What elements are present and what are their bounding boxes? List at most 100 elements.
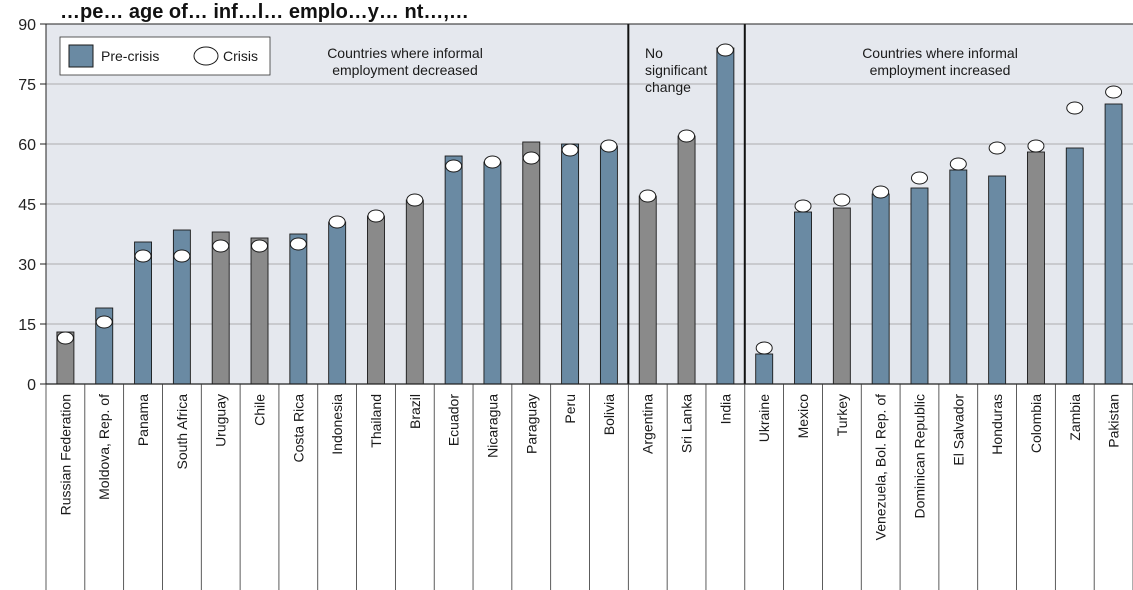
bar-pre-crisis <box>755 353 774 385</box>
marker-crisis <box>95 315 113 329</box>
group-label: Countries where informal employment decre… <box>327 45 483 78</box>
marker-crisis <box>289 237 307 251</box>
bar-pre-crisis <box>328 221 347 385</box>
bar-pre-crisis <box>367 215 385 385</box>
group-label: Countries where informal employment incre… <box>862 45 1018 78</box>
x-tick-label: Mexico <box>795 394 811 439</box>
marker-crisis <box>522 151 540 165</box>
marker-crisis <box>212 239 230 253</box>
x-tick-label: Nicaragua <box>484 394 500 458</box>
marker-crisis <box>328 215 346 229</box>
x-tick-label: Paraguay <box>523 394 539 454</box>
legend-swatch-pre-crisis <box>68 44 94 68</box>
marker-crisis <box>988 141 1006 155</box>
group-label-line: change <box>645 79 691 95</box>
marker-crisis <box>910 171 928 185</box>
x-tick-label: Moldova, Rep. of <box>96 394 112 500</box>
bar-pre-crisis <box>134 241 153 385</box>
x-tick-label: Zambia <box>1067 394 1083 441</box>
bar-pre-crisis <box>794 211 812 385</box>
y-tick-label: 30 <box>18 257 36 274</box>
bar-pre-crisis <box>405 199 424 385</box>
marker-crisis <box>1066 101 1084 115</box>
y-tick-label: 15 <box>18 317 36 334</box>
crisis-markers <box>56 43 1123 355</box>
legend: Pre-crisis Crisis <box>59 36 271 76</box>
legend-box <box>59 36 271 76</box>
group-label-line: Countries where informal <box>327 45 483 61</box>
marker-crisis <box>406 193 424 207</box>
marker-crisis <box>1027 139 1045 153</box>
x-tick-label: Brazil <box>407 394 423 429</box>
marker-crisis <box>445 159 463 173</box>
group-label-line: significant <box>645 62 707 78</box>
x-tick-label: Thailand <box>368 394 384 448</box>
bar-pre-crisis <box>1065 147 1084 385</box>
legend-label-pre-crisis: Pre-crisis <box>101 48 159 64</box>
x-tick-label: Ecuador <box>446 394 462 446</box>
chart-title: …pe… age of… inf…l… emplo…y… nt…,… <box>60 1 469 23</box>
x-tick-label: Sri Lanka <box>679 394 695 453</box>
marker-crisis <box>639 189 657 203</box>
marker-crisis <box>367 209 385 223</box>
x-tick-label: Indonesia <box>329 394 345 455</box>
x-tick-label: Russian Federation <box>57 394 73 515</box>
bar-pre-crisis <box>599 145 618 385</box>
x-axis: Russian Federation Moldova, Rep. of Panama… <box>45 383 1133 590</box>
bar-pre-crisis <box>1104 103 1123 385</box>
legend-marker-crisis <box>193 46 219 66</box>
x-tick-label: Costa Rica <box>290 394 306 463</box>
bar-pre-crisis <box>910 187 929 385</box>
bar-pre-crisis <box>289 233 308 385</box>
x-tick-label: Peru <box>562 394 578 424</box>
marker-crisis <box>1105 85 1123 99</box>
x-tick-label: South Africa <box>174 394 190 470</box>
marker-crisis <box>755 341 773 355</box>
y-tick-label: 75 <box>18 77 36 94</box>
bar-pre-crisis <box>832 207 851 385</box>
bar-pre-crisis <box>211 231 230 385</box>
y-tick-label: 45 <box>18 197 36 214</box>
x-tick-label: Ukraine <box>756 394 772 442</box>
marker-crisis <box>483 155 501 169</box>
group-label-line: No <box>645 45 663 61</box>
bar-pre-crisis <box>1026 151 1045 385</box>
marker-crisis <box>794 199 812 213</box>
bar-pre-crisis <box>638 195 657 385</box>
group-label-line: employment decreased <box>332 62 478 78</box>
x-tick-label: Panama <box>135 394 151 446</box>
y-tick-label: 60 <box>18 137 36 154</box>
bar-pre-crisis <box>250 237 269 385</box>
marker-crisis <box>678 129 696 143</box>
bar-pre-crisis <box>871 193 890 385</box>
legend-label-crisis: Crisis <box>223 48 258 64</box>
x-tick-label: Venezuela, Bol. Rep. of <box>873 394 889 540</box>
marker-crisis <box>716 43 734 57</box>
group-label-line: Countries where informal <box>862 45 1018 61</box>
bar-pre-crisis <box>522 141 541 385</box>
x-tick-label: El Salvador <box>950 394 966 466</box>
x-tick-label: Pakistan <box>1106 394 1122 448</box>
y-axis: 0 15 30 45 60 75 90 <box>18 17 1133 394</box>
x-tick-label: Honduras <box>989 394 1005 455</box>
x-tick-label: Turkey <box>834 394 850 436</box>
marker-crisis <box>173 249 191 263</box>
marker-crisis <box>56 331 74 345</box>
x-tick-label: Chile <box>252 394 268 426</box>
group-dividers <box>627 24 746 384</box>
bar-pre-crisis <box>677 135 696 385</box>
x-tick-label: Uruguay <box>213 394 229 447</box>
bar-pre-crisis <box>483 161 502 385</box>
bar-pre-crisis <box>561 143 580 385</box>
x-tick-label: India <box>717 394 733 425</box>
marker-crisis <box>872 185 890 199</box>
x-tick-label: Dominican Republic <box>911 394 927 519</box>
bar-pre-crisis <box>444 155 463 385</box>
bar-pre-crisis <box>716 47 735 385</box>
bar-pre-crisis <box>988 175 1007 385</box>
group-annotations: Countries where informal employment decre… <box>327 45 1018 95</box>
marker-crisis <box>600 139 618 153</box>
x-tick-label: Bolivia <box>601 394 617 435</box>
marker-crisis <box>134 249 152 263</box>
